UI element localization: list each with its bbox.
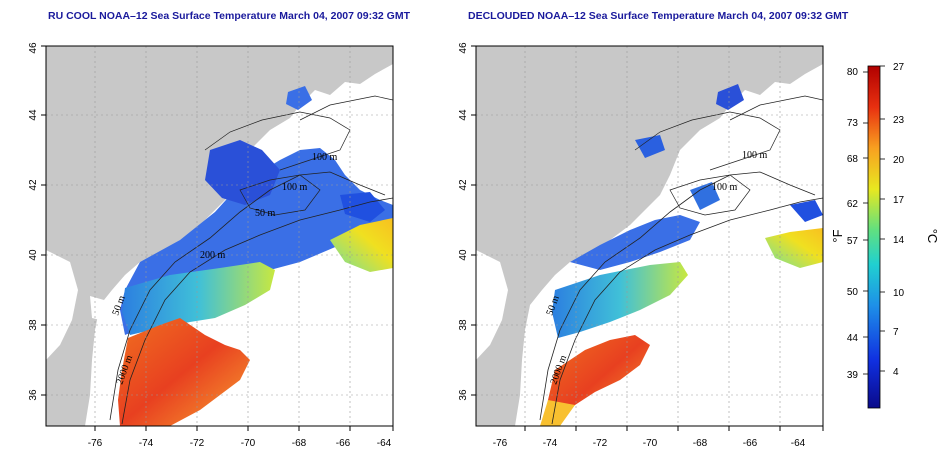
lon-tick-label: -66 (743, 438, 758, 449)
fahrenheit-unit-label: °F (830, 229, 845, 242)
fahrenheit-tick-label: 73 (847, 118, 859, 129)
colorbar-gradient (867, 65, 881, 409)
fahrenheit-tick-label: 62 (847, 199, 859, 210)
celsius-tick-label: 14 (893, 235, 905, 246)
land-mass (46, 46, 393, 426)
left-map-content: 100 m 100 m 50 m 200 m 50 m 2000 m (46, 46, 393, 426)
lat-tick-label: 40 (28, 249, 39, 261)
contour-label-100m: 100 m (282, 182, 308, 193)
land-mass (476, 46, 823, 426)
celsius-tick-label: 20 (893, 155, 905, 166)
warm-gulf-stream-water (545, 335, 650, 426)
celsius-unit-label: °C (925, 229, 940, 244)
lat-tick-label: 46 (28, 42, 39, 54)
temperature-colorbar: 80 73 68 62 57 50 44 39 27 23 20 17 14 1… (830, 62, 940, 409)
fahrenheit-tick-label: 68 (847, 154, 859, 165)
lon-tick-label: -72 (593, 438, 608, 449)
right-map-content: 100 m 100 m 50 m 2000 m (476, 46, 823, 426)
lat-tick-label: 36 (458, 389, 469, 401)
contour-label-100m: 100 m (712, 182, 738, 193)
right-panel-title: DECLOUDED NOAA–12 Sea Surface Temperatur… (468, 10, 849, 22)
lon-tick-label: -70 (643, 438, 658, 449)
fahrenheit-tick-label: 50 (847, 287, 859, 298)
left-panel-title: RU COOL NOAA–12 Sea Surface Temperature … (48, 10, 411, 22)
right-lon-axis: -76 -74 -72 -70 -68 -66 -64 (493, 426, 824, 449)
lat-tick-label: 44 (458, 109, 469, 121)
lat-tick-label: 46 (458, 42, 469, 54)
lon-tick-label: -76 (493, 438, 508, 449)
lon-tick-label: -74 (139, 438, 154, 449)
right-map-panel: 100 m 100 m 50 m 2000 m -76 -74 -72 -70 … (458, 42, 824, 449)
lat-tick-label: 38 (28, 319, 39, 331)
lon-tick-label: -64 (791, 438, 806, 449)
fahrenheit-tick-label: 44 (847, 333, 859, 344)
celsius-tick-label: 17 (893, 195, 905, 206)
left-lat-axis: 36 38 40 42 44 46 (28, 42, 46, 401)
right-lat-axis: 36 38 40 42 44 46 (458, 42, 476, 401)
lat-tick-label: 40 (458, 249, 469, 261)
lon-tick-label: -66 (336, 438, 351, 449)
celsius-tick-label: 27 (893, 62, 905, 73)
fahrenheit-tick-label: 39 (847, 370, 859, 381)
lon-tick-label: -76 (88, 438, 103, 449)
contour-label-200m: 200 m (200, 250, 226, 261)
cool-shelf-water (570, 215, 700, 270)
lon-tick-label: -74 (543, 438, 558, 449)
contour-label-100m: 100 m (312, 152, 338, 163)
lon-tick-label: -68 (292, 438, 307, 449)
contour-label-100m: 100 m (742, 150, 768, 161)
lat-tick-label: 42 (28, 179, 39, 191)
celsius-tick-label: 10 (893, 288, 905, 299)
celsius-tick-label: 4 (893, 367, 899, 378)
lat-tick-label: 38 (458, 319, 469, 331)
fahrenheit-tick-label: 57 (847, 236, 859, 247)
contour-label-50m: 50 m (255, 208, 276, 219)
warm-gulf-stream-water (118, 318, 250, 426)
lat-tick-label: 44 (28, 109, 39, 121)
lon-tick-label: -72 (190, 438, 205, 449)
fahrenheit-tick-label: 80 (847, 67, 859, 78)
lon-tick-label: -68 (693, 438, 708, 449)
left-lon-axis: -76 -74 -72 -70 -68 -66 -64 (88, 426, 394, 449)
celsius-tick-label: 7 (893, 327, 899, 338)
lat-tick-label: 36 (28, 389, 39, 401)
celsius-tick-label: 23 (893, 115, 905, 126)
lon-tick-label: -64 (377, 438, 392, 449)
left-map-panel: 100 m 100 m 50 m 200 m 50 m 2000 m -76 -… (28, 42, 394, 449)
lon-tick-label: -70 (241, 438, 256, 449)
lat-tick-label: 42 (458, 179, 469, 191)
